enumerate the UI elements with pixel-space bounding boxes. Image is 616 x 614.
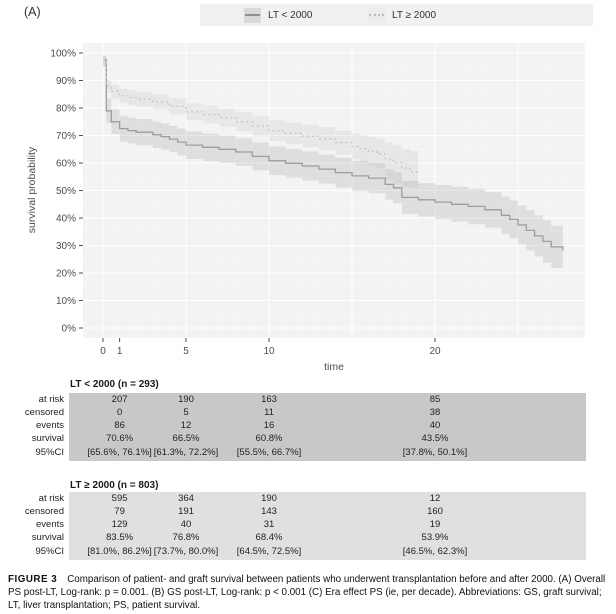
risk-table-row-label: survival <box>31 433 64 444</box>
legend-label: LT < 2000 <box>268 9 313 21</box>
risk-table-value: 190 <box>178 394 194 405</box>
risk-table-value: [64.5%, 72.5%] <box>236 546 302 557</box>
figure-caption-label: FIGURE 3 <box>8 574 58 585</box>
risk-table-value: 0 <box>116 407 123 418</box>
risk-table-title: LT ≥ 2000 (n = 803) <box>70 480 159 491</box>
risk-table-band <box>69 393 586 461</box>
risk-table-value: 60.8% <box>255 433 283 444</box>
risk-table-value: 53.9% <box>421 532 449 543</box>
y-tick-label: 20% <box>56 269 76 280</box>
risk-table-value: 5 <box>183 407 189 418</box>
risk-table-lt-after-2000: LT ≥ 2000 (n = 803) at risk 595 364 190 12 cen… <box>0 477 616 567</box>
risk-table-value: 40 <box>180 519 192 530</box>
figure-caption: FIGURE 3 Comparison of patient- and graft… <box>8 573 609 612</box>
y-axis-title: survival probability <box>26 146 38 234</box>
x-tick-label: 20 <box>429 346 441 357</box>
risk-table-value: [73.7%, 80.0%] <box>153 546 219 557</box>
ci-band-series-1 <box>103 55 419 188</box>
risk-table-band <box>69 492 586 560</box>
risk-table-value: [81.0%, 86.2%] <box>87 546 152 557</box>
x-tick-label: 10 <box>263 346 275 357</box>
risk-table-value: 66.5% <box>172 433 200 444</box>
risk-table-value: 11 <box>264 407 274 418</box>
risk-table-value: [65.6%, 76.1%] <box>87 447 152 458</box>
legend: LT < 2000 LT ≥ 2000 <box>200 4 593 26</box>
risk-table-value: 163 <box>261 394 277 405</box>
panel-label-a: (A) <box>24 5 41 19</box>
figure-caption-text: Comparison of patient- and graft surviva… <box>8 574 606 611</box>
y-tick-label: 100% <box>50 49 76 60</box>
survival-curve-series-1 <box>103 59 420 175</box>
y-tick-label: 0% <box>62 324 77 335</box>
risk-table-lt-before-2000: LT < 2000 (n = 293) at risk 207 190 163 85 cen… <box>0 378 616 468</box>
risk-table-row-label: 95%CI <box>35 447 64 458</box>
ci-band-series-0 <box>103 55 563 269</box>
legend-key-solid-line-icon <box>244 7 261 23</box>
y-tick-label: 10% <box>56 296 76 307</box>
risk-table-value: 364 <box>178 493 194 504</box>
legend-key-dotted-line-icon <box>368 7 385 23</box>
risk-table-row-label: events <box>36 420 64 431</box>
risk-table-value: 38 <box>429 407 441 418</box>
legend-line-sample <box>369 14 384 16</box>
risk-table-row-label: censored <box>24 506 64 517</box>
risk-table-title: LT < 2000 (n = 293) <box>70 379 159 390</box>
risk-table-row-label: at risk <box>38 493 64 504</box>
risk-table-value: [46.5%, 62.3%] <box>402 546 468 557</box>
risk-table-value: [37.8%, 50.1%] <box>402 447 468 458</box>
x-tick-label: 5 <box>183 346 189 357</box>
risk-table-value: 43.5% <box>421 433 449 444</box>
risk-table-value: 12 <box>429 493 441 504</box>
legend-line-sample <box>245 14 260 16</box>
risk-table-value: [55.5%, 66.7%] <box>236 447 302 458</box>
risk-table-value: 595 <box>111 493 128 504</box>
risk-table-value: 85 <box>429 394 441 405</box>
x-tick-label: 1 <box>117 346 123 357</box>
legend-label: LT ≥ 2000 <box>392 9 437 21</box>
risk-table-value: 129 <box>111 519 128 530</box>
y-tick-label: 70% <box>56 131 76 142</box>
risk-table-value: 143 <box>261 506 277 517</box>
survival-curve-series-0 <box>103 59 564 251</box>
x-axis-title: time <box>324 361 344 373</box>
risk-table-value: 160 <box>427 506 443 517</box>
risk-table-value: 40 <box>429 420 441 431</box>
risk-table-value: 86 <box>114 420 125 431</box>
y-tick-label: 60% <box>56 159 76 170</box>
risk-table-value: 19 <box>429 519 441 530</box>
risk-table-value: 68.4% <box>255 532 283 543</box>
risk-table-row-label: censored <box>24 407 64 418</box>
risk-table-value: 31 <box>263 519 275 530</box>
risk-table-row-label: at risk <box>38 394 64 405</box>
legend-item-1: LT ≥ 2000 <box>368 4 436 26</box>
x-tick-label: 0 <box>100 346 106 357</box>
risk-table-value: 16 <box>263 420 275 431</box>
risk-table-value: 191 <box>178 506 194 517</box>
risk-table-value: 76.8% <box>172 532 200 543</box>
risk-table-value: 70.6% <box>106 433 134 444</box>
y-tick-label: 40% <box>56 214 76 225</box>
risk-table-value: 190 <box>261 493 277 504</box>
risk-table-value: 79 <box>114 506 125 517</box>
risk-table-value: 12 <box>180 420 192 431</box>
risk-table-value: [61.3%, 72.2%] <box>153 447 219 458</box>
risk-table-value: 207 <box>111 394 128 405</box>
legend-item-0: LT < 2000 <box>244 4 312 26</box>
y-tick-label: 50% <box>56 186 76 197</box>
y-tick-label: 80% <box>56 104 76 115</box>
y-tick-label: 30% <box>56 241 76 252</box>
y-tick-label: 90% <box>56 76 76 87</box>
risk-table-value: 83.5% <box>106 532 134 543</box>
risk-table-row-label: survival <box>31 532 64 543</box>
survival-plot: 0% 10% 20% 30% 40% 50% 60% 70% 80% 90% 100% 0 1 5 10 20 <box>50 43 585 357</box>
risk-table-row-label: 95%CI <box>35 546 64 557</box>
risk-table-row-label: events <box>36 519 64 530</box>
